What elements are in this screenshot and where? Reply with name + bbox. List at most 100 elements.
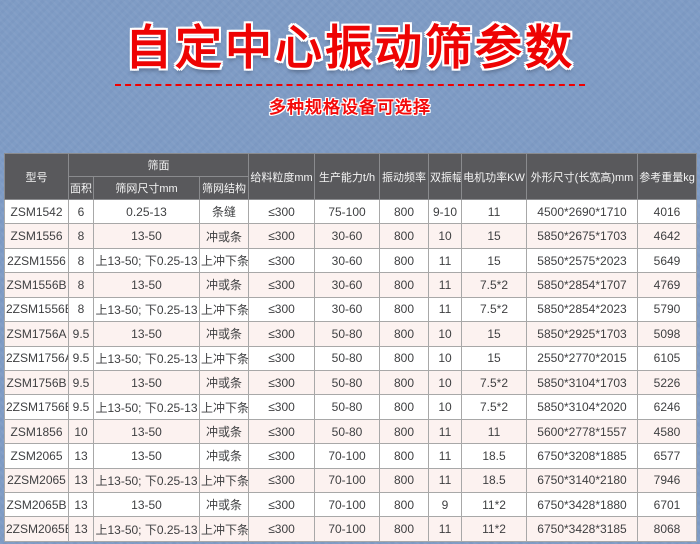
table-cell: 8 <box>68 272 94 298</box>
table-cell: ≤300 <box>248 272 316 298</box>
table-row: ZSM1556B 8 13-50 冲或条 ≤300 30-60 800 11 7.5*2 5850… <box>4 272 698 298</box>
table-cell: 2ZSM2065 <box>4 467 69 494</box>
table-cell: 800 <box>379 492 430 518</box>
table-cell: 30-60 <box>314 223 381 249</box>
table-cell: 2ZSM2065B <box>4 516 69 542</box>
table-row: 2ZSM1556B 8 上13-50; 下0.25-13 上冲下条 ≤300 30-60 8… <box>4 296 698 323</box>
table-cell: 800 <box>379 345 430 371</box>
table-row: 2ZSM1556 8 上13-50; 下0.25-13 上冲下条 ≤300 30-60 80… <box>4 247 698 274</box>
table-cell: 50-80 <box>314 345 381 371</box>
table-cell: 18.5 <box>461 467 528 494</box>
table-cell: 2ZSM1756A <box>4 345 69 371</box>
table-cell: ZSM1556 <box>4 223 69 249</box>
table-cell: 70-100 <box>314 467 381 494</box>
table-header: 型号 筛面 给料粒度mm 生产能力t/h 振动频率 双振幅 电机功率KW 外形尺… <box>4 153 698 200</box>
table-row: ZSM1542 6 0.25-13 条缝 ≤300 75-100 800 9-10 11 4500… <box>4 198 698 225</box>
table-cell: 5649 <box>637 247 698 274</box>
page-header: 自定中心振动筛参数 多种规格设备可选择 <box>0 0 700 118</box>
table-cell: 5098 <box>637 321 698 347</box>
table-cell: 5850*3104*1703 <box>526 369 639 396</box>
table-cell: 5790 <box>637 296 698 323</box>
table-cell: 13 <box>68 443 94 469</box>
header-frequency: 振动频率 <box>379 153 430 200</box>
table-cell: 7.5*2 <box>461 296 528 323</box>
table-cell: 6246 <box>637 394 698 420</box>
table-cell: 5850*2675*1703 <box>526 223 639 249</box>
table-cell: 800 <box>379 369 430 396</box>
table-cell: 70-100 <box>314 443 381 469</box>
table-cell: 2ZSM1556 <box>4 247 69 274</box>
table-cell: 13-50 <box>93 369 200 396</box>
table-cell: 冲或条 <box>198 321 250 347</box>
table-cell: 上冲下条 <box>198 345 250 371</box>
table-cell: 上冲下条 <box>198 516 250 542</box>
table-cell: 75-100 <box>314 198 381 225</box>
table-cell: 70-100 <box>314 492 381 518</box>
table-cell: 5600*2778*1557 <box>526 418 639 445</box>
table-cell: 18.5 <box>461 443 528 469</box>
table-cell: ZSM2065 <box>4 443 69 469</box>
header-screen-surface: 筛面 <box>67 153 250 177</box>
header-amplitude: 双振幅 <box>428 153 463 200</box>
table-cell: ≤300 <box>248 321 316 347</box>
table-cell: 50-80 <box>314 321 381 347</box>
table-cell: ≤300 <box>248 223 316 249</box>
table-cell: 10 <box>428 394 463 420</box>
table-cell: ≤300 <box>248 467 316 494</box>
table-row: ZSM1856 10 13-50 冲或条 ≤300 50-80 800 11 11 5600*27… <box>4 418 698 445</box>
header-mesh-structure: 筛网结构 <box>198 176 250 200</box>
table-cell: 800 <box>379 443 430 469</box>
table-cell: 800 <box>379 272 430 298</box>
table-cell: 上冲下条 <box>198 467 250 494</box>
table-cell: 800 <box>379 247 430 274</box>
table-cell: 5226 <box>637 369 698 396</box>
table-cell: 2550*2770*2015 <box>526 345 639 371</box>
table-cell: 4580 <box>637 418 698 445</box>
table-cell: 9.5 <box>68 369 94 396</box>
table-cell: 800 <box>379 296 430 323</box>
table-cell: ≤300 <box>248 443 316 469</box>
header-capacity: 生产能力t/h <box>314 153 381 200</box>
table-cell: ≤300 <box>248 296 316 323</box>
table-cell: 15 <box>461 321 528 347</box>
table-cell: 6701 <box>637 492 698 518</box>
table-cell: 11 <box>428 296 463 323</box>
table-row: 2ZSM1756A 9.5 上13-50; 下0.25-13 上冲下条 ≤300 50-8… <box>4 345 698 371</box>
table-cell: 800 <box>379 418 430 445</box>
table-cell: 800 <box>379 516 430 542</box>
header-motor-power: 电机功率KW <box>461 153 528 200</box>
table-cell: 15 <box>461 247 528 274</box>
table-row: ZSM1556 8 13-50 冲或条 ≤300 30-60 800 10 15 5850*267… <box>4 223 698 249</box>
table-cell: 6 <box>68 198 94 225</box>
table-body: ZSM1542 6 0.25-13 条缝 ≤300 75-100 800 9-10 11 4500… <box>4 198 698 542</box>
table-cell: 10 <box>428 223 463 249</box>
table-cell: 13 <box>68 492 94 518</box>
page-title: 自定中心振动筛参数 <box>125 21 575 74</box>
table-cell: ZSM1756B <box>4 369 69 396</box>
table-row: ZSM2065 13 13-50 冲或条 ≤300 70-100 800 11 18.5 6750… <box>4 443 698 469</box>
table-cell: 5850*2854*1707 <box>526 272 639 298</box>
table-cell: 6750*3428*1880 <box>526 492 639 518</box>
header-area: 面积 <box>68 176 94 200</box>
table-cell: 2ZSM1756B <box>4 394 69 420</box>
table-row: ZSM1756B 9.5 13-50 冲或条 ≤300 50-80 800 10 7.5*2 58… <box>4 369 698 396</box>
table-cell: 6750*3428*3185 <box>526 516 639 542</box>
table-cell: 11 <box>428 418 463 445</box>
table-cell: 800 <box>379 394 430 420</box>
table-cell: 800 <box>379 198 430 225</box>
table-cell: ≤300 <box>248 516 316 542</box>
table-cell: ≤300 <box>248 418 316 445</box>
table-cell: 上13-50; 下0.25-13 <box>93 516 200 542</box>
table-cell: 4642 <box>637 223 698 249</box>
table-cell: 30-60 <box>314 247 381 274</box>
table-cell: 50-80 <box>314 394 381 420</box>
table-cell: 7.5*2 <box>461 369 528 396</box>
table-cell: ≤300 <box>248 345 316 371</box>
divider-dashed-line <box>115 84 585 87</box>
table-cell: 13-50 <box>93 223 200 249</box>
table-cell: 9.5 <box>68 394 94 420</box>
table-cell: 冲或条 <box>198 443 250 469</box>
table-row: 2ZSM2065B 13 上13-50; 下0.25-13 上冲下条 ≤300 70-10… <box>4 516 698 542</box>
table-cell: 11*2 <box>461 492 528 518</box>
table-cell: 9 <box>428 492 463 518</box>
